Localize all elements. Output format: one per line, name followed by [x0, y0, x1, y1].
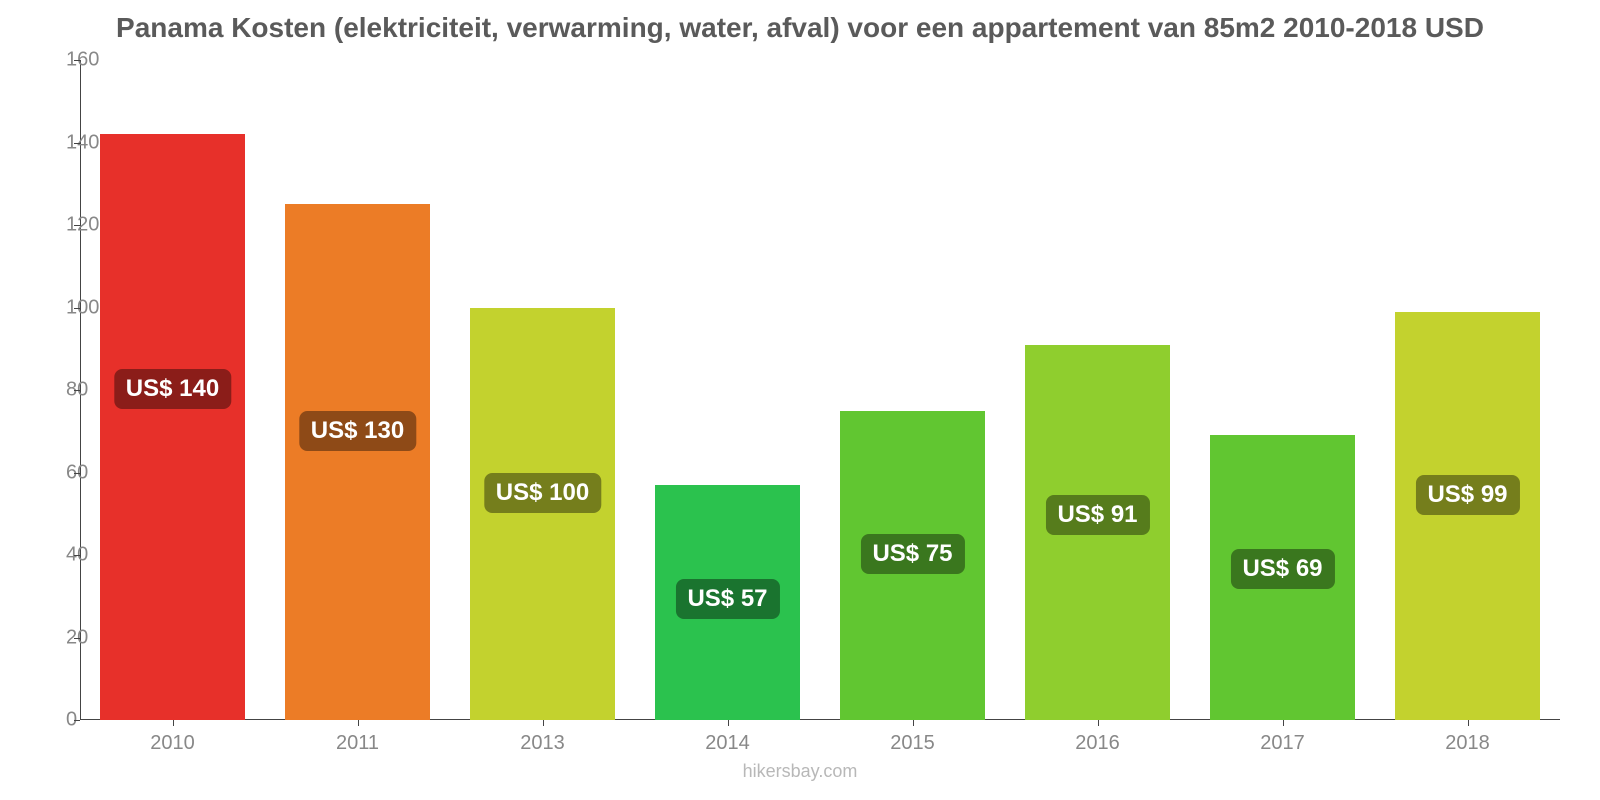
x-tick-label: 2018	[1445, 732, 1490, 755]
bar	[285, 204, 429, 720]
y-tick-mark	[74, 308, 80, 309]
y-tick-mark	[74, 720, 80, 721]
x-tick-label: 2017	[1260, 732, 1305, 755]
y-tick-mark	[74, 473, 80, 474]
y-tick-label: 0	[66, 709, 68, 732]
y-tick-mark	[74, 555, 80, 556]
bar-value-label: US$ 99	[1415, 475, 1519, 515]
y-tick-label: 80	[66, 379, 68, 402]
chart-title: Panama Kosten (elektriciteit, verwarming…	[0, 12, 1600, 44]
bar-value-label: US$ 57	[675, 579, 779, 619]
y-tick-mark	[74, 143, 80, 144]
x-tick-label: 2013	[520, 732, 565, 755]
y-tick-label: 60	[66, 461, 68, 484]
x-tick-mark	[1098, 720, 1099, 726]
x-tick-label: 2010	[150, 732, 195, 755]
bar-value-label: US$ 69	[1230, 549, 1334, 589]
y-tick-label: 160	[66, 49, 68, 72]
y-tick-label: 20	[66, 626, 68, 649]
x-tick-mark	[543, 720, 544, 726]
bar-value-label: US$ 75	[860, 534, 964, 574]
bar-value-label: US$ 91	[1045, 495, 1149, 535]
y-tick-label: 120	[66, 214, 68, 237]
bar	[1395, 312, 1539, 720]
x-tick-label: 2014	[705, 732, 750, 755]
x-tick-label: 2015	[890, 732, 935, 755]
plot-area: 0204060801001201401602010US$ 1402011US$ …	[80, 60, 1560, 720]
chart-container: Panama Kosten (elektriciteit, verwarming…	[0, 0, 1600, 800]
x-tick-mark	[358, 720, 359, 726]
chart-footer: hikersbay.com	[0, 761, 1600, 782]
y-tick-mark	[74, 60, 80, 61]
x-tick-mark	[728, 720, 729, 726]
y-tick-mark	[74, 390, 80, 391]
y-tick-mark	[74, 225, 80, 226]
x-tick-label: 2011	[336, 732, 379, 755]
x-tick-mark	[1468, 720, 1469, 726]
x-tick-mark	[173, 720, 174, 726]
x-tick-mark	[1283, 720, 1284, 726]
y-tick-mark	[74, 638, 80, 639]
x-tick-label: 2016	[1075, 732, 1120, 755]
y-tick-label: 40	[66, 544, 68, 567]
y-tick-label: 140	[66, 131, 68, 154]
y-tick-label: 100	[66, 296, 68, 319]
x-tick-mark	[913, 720, 914, 726]
bar-value-label: US$ 140	[114, 369, 231, 409]
bar	[100, 134, 244, 720]
bar-value-label: US$ 100	[484, 473, 601, 513]
bar	[470, 308, 614, 721]
bar-value-label: US$ 130	[299, 411, 416, 451]
